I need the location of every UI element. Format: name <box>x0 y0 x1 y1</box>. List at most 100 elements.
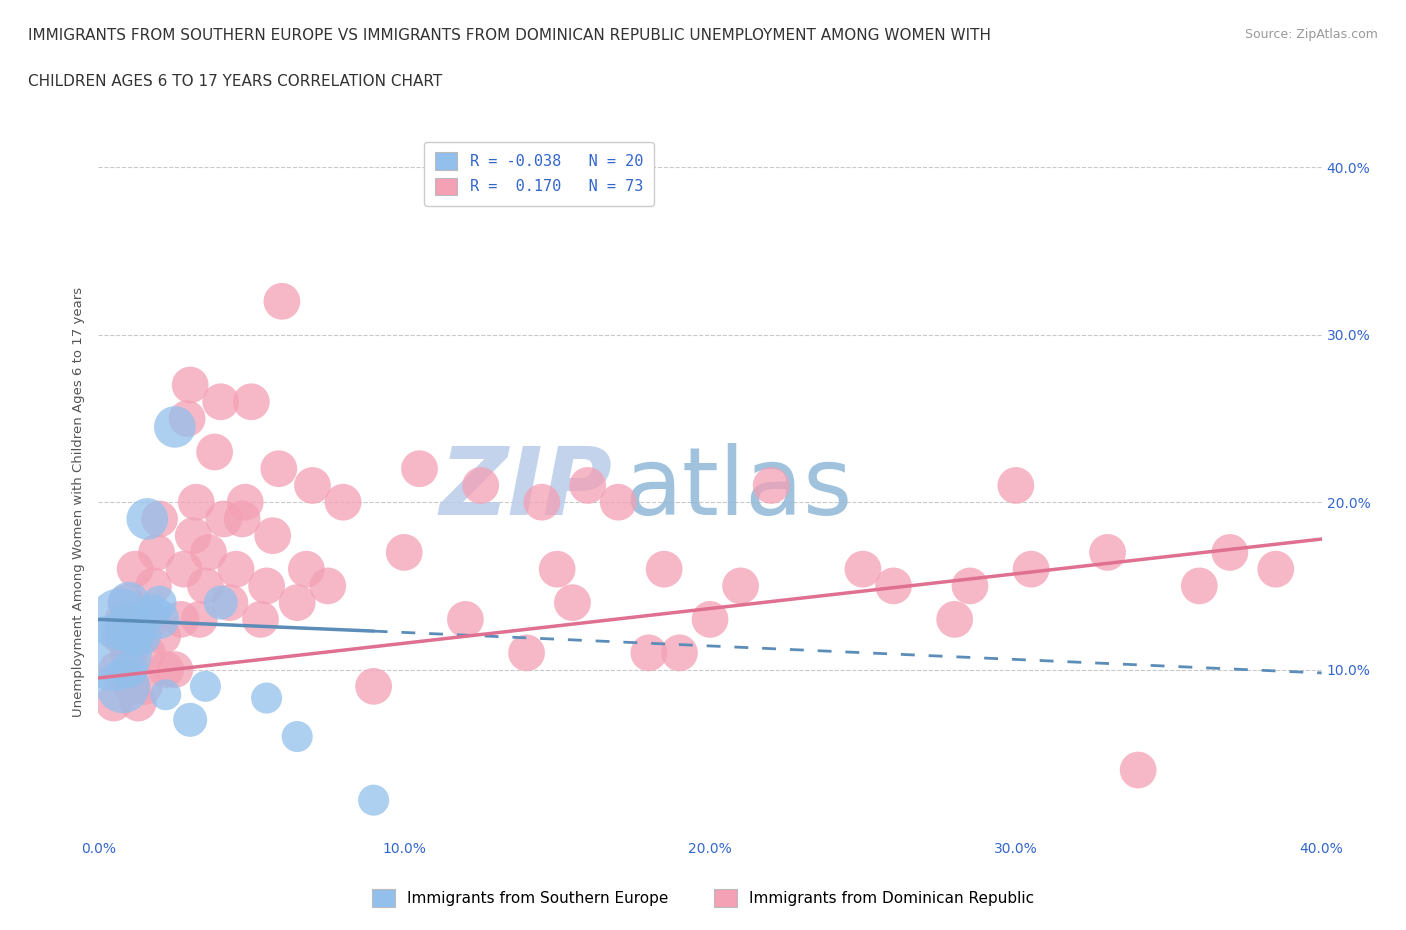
Point <box>118 620 141 635</box>
Point <box>883 578 905 593</box>
Point <box>225 562 247 577</box>
Point <box>155 662 177 677</box>
Point <box>134 679 156 694</box>
Point <box>470 478 492 493</box>
Point <box>204 445 226 459</box>
Point <box>295 562 318 577</box>
Point <box>127 696 149 711</box>
Point <box>155 687 177 702</box>
Point <box>181 528 204 543</box>
Point <box>1188 578 1211 593</box>
Point <box>363 792 385 807</box>
Point <box>149 512 172 526</box>
Point <box>668 645 690 660</box>
Point <box>249 612 271 627</box>
Text: CHILDREN AGES 6 TO 17 YEARS CORRELATION CHART: CHILDREN AGES 6 TO 17 YEARS CORRELATION … <box>28 74 443 89</box>
Point <box>607 495 630 510</box>
Point <box>408 461 430 476</box>
Point <box>730 578 752 593</box>
Point <box>118 595 141 610</box>
Point <box>129 629 152 644</box>
Text: IMMIGRANTS FROM SOUTHERN EUROPE VS IMMIGRANTS FROM DOMINICAN REPUBLIC UNEMPLOYME: IMMIGRANTS FROM SOUTHERN EUROPE VS IMMIG… <box>28 28 991 43</box>
Point <box>145 545 167 560</box>
Legend: R = -0.038   N = 20, R =  0.170   N = 73: R = -0.038 N = 20, R = 0.170 N = 73 <box>423 141 654 206</box>
Point <box>194 578 217 593</box>
Point <box>240 394 263 409</box>
Point <box>852 562 875 577</box>
Point <box>267 461 290 476</box>
Point <box>1128 763 1150 777</box>
Point <box>103 645 125 660</box>
Y-axis label: Unemployment Among Women with Children Ages 6 to 17 years: Unemployment Among Women with Children A… <box>72 287 86 717</box>
Point <box>392 545 416 560</box>
Point <box>115 595 138 610</box>
Point <box>285 595 308 610</box>
Point <box>179 712 201 727</box>
Point <box>270 294 292 309</box>
Point <box>233 495 256 510</box>
Point <box>139 612 162 627</box>
Point <box>363 679 385 694</box>
Point <box>179 378 201 392</box>
Point <box>163 662 186 677</box>
Point <box>163 419 186 434</box>
Point <box>170 612 193 627</box>
Legend: Immigrants from Southern Europe, Immigrants from Dominican Republic: Immigrants from Southern Europe, Immigra… <box>366 884 1040 913</box>
Point <box>943 612 966 627</box>
Point <box>108 629 131 644</box>
Point <box>142 578 165 593</box>
Point <box>576 478 599 493</box>
Point <box>301 478 323 493</box>
Point <box>118 662 141 677</box>
Point <box>176 411 198 426</box>
Point <box>149 612 172 627</box>
Point <box>173 562 195 577</box>
Point <box>136 512 159 526</box>
Point <box>124 562 146 577</box>
Point <box>124 629 146 644</box>
Point <box>546 562 568 577</box>
Text: Source: ZipAtlas.com: Source: ZipAtlas.com <box>1244 28 1378 41</box>
Point <box>105 662 128 677</box>
Point <box>209 595 232 610</box>
Point <box>454 612 477 627</box>
Point <box>516 645 538 660</box>
Point <box>111 612 134 627</box>
Point <box>152 629 174 644</box>
Point <box>103 696 125 711</box>
Point <box>111 679 134 694</box>
Point <box>212 512 235 526</box>
Point <box>530 495 553 510</box>
Point <box>219 595 242 610</box>
Point <box>256 691 278 706</box>
Point <box>121 679 143 694</box>
Point <box>1219 545 1241 560</box>
Point <box>316 578 339 593</box>
Point <box>197 545 219 560</box>
Point <box>142 604 165 618</box>
Point <box>561 595 583 610</box>
Point <box>231 512 253 526</box>
Point <box>285 729 308 744</box>
Point <box>118 645 141 660</box>
Point <box>209 394 232 409</box>
Point <box>149 595 172 610</box>
Point <box>699 612 721 627</box>
Point <box>1019 562 1042 577</box>
Point <box>262 528 284 543</box>
Point <box>1264 562 1286 577</box>
Point <box>194 679 217 694</box>
Point <box>332 495 354 510</box>
Text: atlas: atlas <box>624 443 852 535</box>
Point <box>652 562 675 577</box>
Text: ZIP: ZIP <box>439 443 612 535</box>
Point <box>136 645 159 660</box>
Point <box>108 612 131 627</box>
Point <box>188 612 211 627</box>
Point <box>637 645 661 660</box>
Point <box>1097 545 1119 560</box>
Point <box>759 478 782 493</box>
Point <box>186 495 208 510</box>
Point <box>959 578 981 593</box>
Point <box>1004 478 1026 493</box>
